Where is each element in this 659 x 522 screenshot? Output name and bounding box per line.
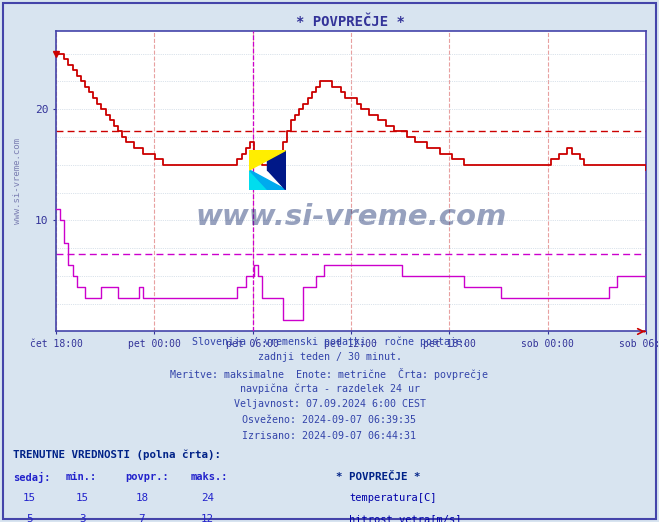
- Text: 18: 18: [135, 493, 148, 503]
- Text: Veljavnost: 07.09.2024 6:00 CEST: Veljavnost: 07.09.2024 6:00 CEST: [233, 399, 426, 409]
- Text: Slovenija / vremenski podatki - ročne postaje.: Slovenija / vremenski podatki - ročne po…: [192, 337, 467, 347]
- Text: hitrost vetra[m/s]: hitrost vetra[m/s]: [349, 514, 462, 522]
- Text: min.:: min.:: [66, 472, 97, 482]
- Polygon shape: [249, 150, 285, 170]
- Text: * POVPREČJE *: * POVPREČJE *: [336, 472, 420, 482]
- Text: povpr.:: povpr.:: [125, 472, 169, 482]
- Text: 15: 15: [23, 493, 36, 503]
- Polygon shape: [249, 170, 285, 189]
- Text: temperatura[C]: temperatura[C]: [349, 493, 437, 503]
- Polygon shape: [268, 170, 285, 189]
- Text: www.si-vreme.com: www.si-vreme.com: [13, 138, 22, 224]
- Text: 24: 24: [201, 493, 214, 503]
- Polygon shape: [249, 150, 268, 170]
- Text: TRENUTNE VREDNOSTI (polna črta):: TRENUTNE VREDNOSTI (polna črta):: [13, 450, 221, 460]
- Text: navpična črta - razdelek 24 ur: navpična črta - razdelek 24 ur: [239, 384, 420, 394]
- Text: 12: 12: [201, 514, 214, 522]
- Text: 3: 3: [79, 514, 86, 522]
- Text: 5: 5: [26, 514, 33, 522]
- Text: www.si-vreme.com: www.si-vreme.com: [195, 204, 507, 231]
- Text: Izrisano: 2024-09-07 06:44:31: Izrisano: 2024-09-07 06:44:31: [243, 431, 416, 441]
- Polygon shape: [249, 170, 268, 189]
- Text: Meritve: maksimalne  Enote: metrične  Črta: povprečje: Meritve: maksimalne Enote: metrične Črta…: [171, 368, 488, 380]
- Text: zadnji teden / 30 minut.: zadnji teden / 30 minut.: [258, 352, 401, 362]
- Text: 7: 7: [138, 514, 145, 522]
- Text: Osveženo: 2024-09-07 06:39:35: Osveženo: 2024-09-07 06:39:35: [243, 415, 416, 425]
- Polygon shape: [249, 150, 268, 170]
- Title: * POVPREČJE *: * POVPREČJE *: [297, 15, 405, 29]
- Text: 15: 15: [76, 493, 89, 503]
- Polygon shape: [268, 150, 285, 170]
- Text: maks.:: maks.:: [191, 472, 229, 482]
- Text: sedaj:: sedaj:: [13, 472, 51, 483]
